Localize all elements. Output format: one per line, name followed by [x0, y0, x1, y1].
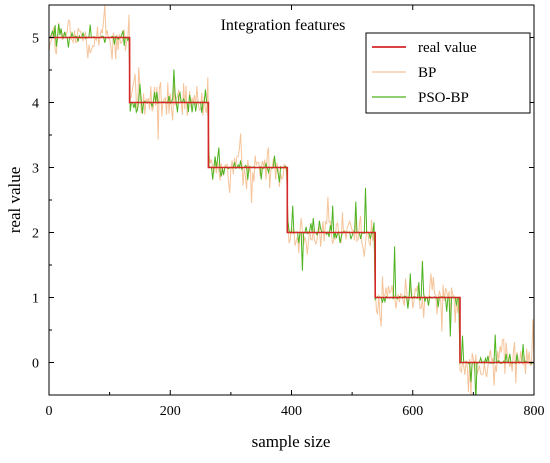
x-tick-label: 800 — [524, 404, 545, 419]
y-tick-label: 1 — [32, 292, 39, 307]
legend-label: real value — [418, 40, 477, 56]
chart-title: Integration features — [221, 17, 346, 34]
y-tick-label: 2 — [32, 227, 39, 242]
x-tick-label: 400 — [281, 404, 302, 419]
y-tick-label: 0 — [32, 357, 39, 372]
legend-label: BP — [418, 65, 436, 81]
plot-area — [49, 5, 534, 395]
axes: 0 200 400 600 800 0 1 2 3 4 5 — [32, 4, 545, 419]
legend-label: PSO-BP — [418, 90, 469, 106]
y-tick-label: 5 — [32, 32, 39, 47]
series-real-value-line — [49, 36, 534, 364]
y-tick-label: 4 — [32, 97, 39, 112]
x-tick-label: 0 — [46, 404, 53, 419]
y-axis-title: real value — [5, 167, 24, 234]
y-tick-label: 3 — [32, 162, 39, 177]
x-tick-label: 600 — [402, 404, 423, 419]
legend: real value BP PSO-BP — [365, 32, 531, 114]
x-axis-title: sample size — [252, 432, 331, 451]
x-tick-label: 200 — [160, 404, 181, 419]
